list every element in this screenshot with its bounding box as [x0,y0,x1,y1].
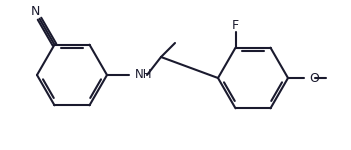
Text: F: F [232,19,239,32]
Text: O: O [309,72,319,84]
Text: N: N [31,5,40,18]
Text: NH: NH [135,69,152,81]
